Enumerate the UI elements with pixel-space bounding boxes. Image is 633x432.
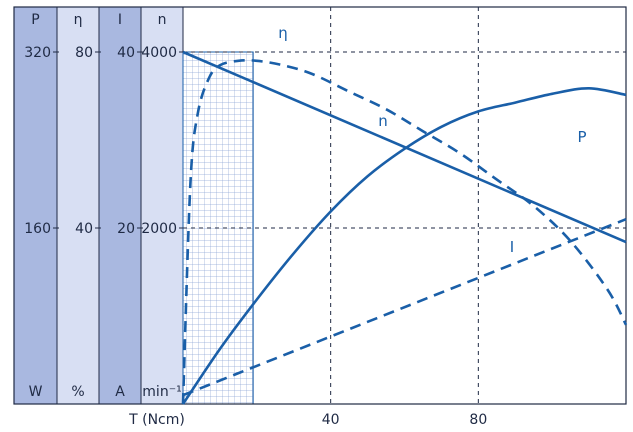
axis-name-1: η <box>74 12 83 28</box>
series-layer: n Pη I <box>181 24 628 405</box>
axis-band-min⁻¹ <box>140 6 184 405</box>
axis-tick-label: 320 <box>24 45 51 61</box>
series-label-P: P <box>577 128 586 146</box>
axis-unit-2: A <box>115 384 125 400</box>
axis-tick-label: 4000 <box>141 45 177 61</box>
series-n-line <box>182 50 627 244</box>
axis-unit-0: W <box>29 384 43 400</box>
axis-bands <box>13 6 184 405</box>
series-label-η: η <box>278 24 288 42</box>
axis-name-0: P <box>31 12 39 28</box>
axis-tick-label: 20 <box>117 221 135 237</box>
axis-tick-label: 40 <box>75 221 93 237</box>
axis-tick-label: 80 <box>75 45 93 61</box>
axis-tick-label: 160 <box>24 221 51 237</box>
axis-band-A <box>98 6 142 405</box>
axis-tick-label: 40 <box>117 45 135 61</box>
x-tick-label: 40 <box>322 412 340 428</box>
axis-name-2: I <box>118 12 122 28</box>
axis-tick-label: 2000 <box>141 221 177 237</box>
axis-band-% <box>56 6 100 405</box>
x-axis: T (Ncm) 40 80 <box>128 412 487 428</box>
series-η-line <box>181 58 628 405</box>
gridlines <box>183 7 626 404</box>
axis-unit-1: % <box>71 384 84 400</box>
series-label-n: n <box>378 112 388 130</box>
series-I-line <box>182 217 627 397</box>
axis-band-W <box>13 6 58 405</box>
x-tick-label: 80 <box>469 412 487 428</box>
chart-frame <box>13 6 627 405</box>
series-label-I: I <box>510 238 514 256</box>
series-P-line <box>181 86 627 405</box>
axis-unit-3: min⁻¹ <box>142 384 181 400</box>
axis-name-3: n <box>158 12 167 28</box>
x-axis-title: T (Ncm) <box>128 412 185 428</box>
axis-labels: P W 320 160 η% 80 40 I A 40 20 n min⁻¹ 4000 2000 <box>24 12 185 400</box>
